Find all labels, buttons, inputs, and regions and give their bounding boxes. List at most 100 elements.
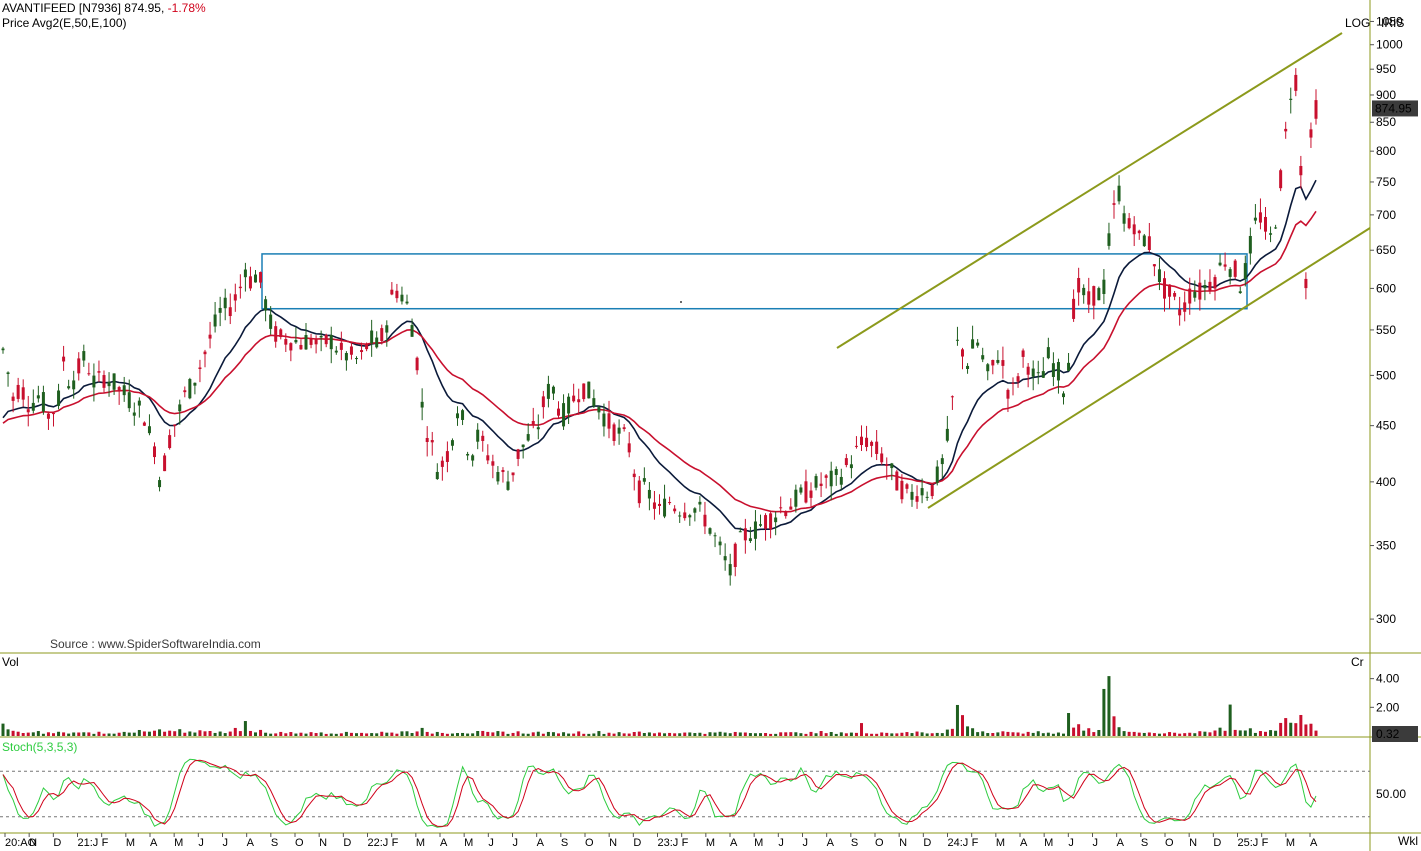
candle-body (1193, 291, 1197, 298)
change-percent-label: -1.78% (167, 1, 206, 15)
candle-body (153, 446, 156, 458)
volume-bar (688, 732, 692, 736)
volume-bar (461, 732, 465, 736)
candle-body (127, 392, 131, 409)
volume-bar (279, 731, 283, 736)
candle-body (339, 342, 343, 350)
volume-tick-label: 2.00 (1376, 700, 1400, 714)
candle-body (1072, 298, 1076, 319)
lower-channel-line (927, 227, 1371, 509)
volume-bar (1051, 733, 1055, 736)
candle-body (410, 325, 414, 337)
candle-body (1264, 216, 1267, 232)
candle-body (46, 413, 50, 419)
candle-body (430, 440, 434, 443)
candle-body (678, 515, 682, 517)
volume-bar (652, 733, 656, 736)
x-tick-label: A (247, 837, 255, 849)
candle-body (142, 422, 146, 426)
volume-bar (668, 732, 672, 736)
candle-body (1062, 393, 1065, 398)
y-tick-label: 450 (1376, 419, 1396, 433)
candle-body (511, 472, 515, 476)
candle-body (950, 396, 954, 398)
candle-body (31, 402, 35, 411)
volume-bar (1258, 731, 1262, 736)
volume-bar (541, 733, 545, 736)
candle-body (213, 314, 217, 327)
volume-bar (728, 733, 732, 736)
last-price-label: 874.95, (124, 1, 165, 15)
candle-body (723, 556, 727, 561)
volume-bar (784, 732, 788, 736)
volume-bar (1173, 732, 1177, 736)
volume-bar (1077, 724, 1081, 736)
volume-bar (900, 732, 904, 736)
candle-body (1279, 170, 1283, 189)
volume-bar (940, 733, 944, 736)
candle-body (385, 325, 389, 333)
volume-bar (21, 732, 25, 736)
candle-body (158, 480, 162, 488)
volume-bar (92, 733, 96, 736)
y-tick-label: 850 (1376, 115, 1396, 129)
volume-bar (1188, 732, 1192, 736)
volume-bar (930, 733, 934, 736)
candle-body (986, 364, 990, 372)
candle-body (814, 476, 818, 488)
candle-body (890, 463, 894, 469)
volume-tick-label: 4.00 (1376, 672, 1400, 686)
volume-bar (961, 715, 964, 736)
x-tick-label: J (223, 837, 229, 849)
candle-body (880, 453, 884, 463)
indicator-legend: Price Avg2(E,50,E,100) (2, 16, 127, 30)
volume-bar (425, 731, 429, 736)
candle-body (799, 487, 803, 493)
x-tick-label: D (633, 837, 641, 849)
volume-bar (1168, 732, 1172, 736)
volume-bar (31, 732, 35, 736)
volume-bar (733, 731, 737, 736)
y-tick-label: 500 (1376, 368, 1396, 382)
candle-body (683, 512, 687, 519)
volume-bar (536, 731, 540, 736)
candle-body (1102, 279, 1106, 295)
candle-body (733, 543, 737, 568)
candle-body (546, 383, 550, 399)
candle-body (652, 502, 656, 509)
candle-body (299, 344, 303, 350)
candle-body (703, 514, 707, 527)
volume-bar (1067, 713, 1071, 736)
candle-body (168, 435, 172, 449)
candle-body (531, 421, 535, 425)
candle-body (491, 461, 495, 466)
candle-body (243, 269, 247, 278)
candle-body (779, 507, 783, 509)
volume-bar (769, 733, 773, 736)
candle-body (945, 428, 949, 441)
timeframe-label[interactable]: Wkl (1398, 834, 1418, 848)
log-scale-toggle[interactable]: LOG (1345, 16, 1371, 30)
volume-bar (981, 731, 985, 736)
volume-bar (117, 732, 121, 736)
candle-body (955, 339, 959, 341)
volume-bar (814, 733, 818, 736)
volume-bar (1269, 730, 1273, 736)
volume-bar (309, 732, 313, 736)
volume-bar (1289, 722, 1293, 736)
candle-body (844, 458, 848, 466)
candle-body (849, 464, 853, 469)
volume-bar (365, 733, 369, 736)
candle-body (26, 409, 30, 413)
volume-bar (678, 733, 682, 736)
volume-bar (607, 732, 611, 736)
candle-body (769, 513, 773, 530)
candle-body (1046, 347, 1050, 359)
x-tick-label: J (488, 837, 494, 849)
volume-bar (193, 732, 197, 736)
candle-body (759, 524, 762, 526)
candle-body (966, 365, 970, 370)
candle-body (6, 372, 10, 374)
x-tick-label: A (827, 837, 835, 849)
volume-bar (380, 731, 384, 736)
